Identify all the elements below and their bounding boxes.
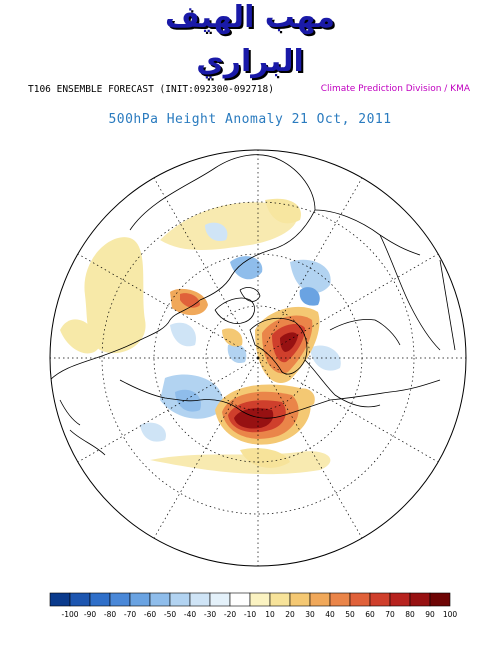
colorbar-label: -20: [224, 610, 236, 619]
colorbar-swatch: [289, 592, 311, 607]
colorbar-label: -60: [144, 610, 156, 619]
colorbar-label: -100: [61, 610, 78, 619]
colorbar-swatch: [169, 592, 191, 607]
map-title: 500hPa Height Anomaly 21 Oct, 2011: [108, 112, 392, 127]
colorbar-label: 100: [443, 610, 458, 619]
colorbar-swatch: [89, 592, 111, 607]
colorbar-label: -50: [164, 610, 176, 619]
colorbar-swatch: [369, 592, 391, 607]
map-border: [49, 149, 467, 567]
colorbar-label: -30: [204, 610, 216, 619]
coastlines: [50, 154, 456, 456]
colorbar-label: 80: [405, 610, 415, 619]
colorbar-label: 50: [345, 610, 355, 619]
colorbar-swatch: [409, 592, 431, 607]
colorbar-label: -40: [184, 610, 196, 619]
meridians: [50, 150, 466, 566]
colorbar-label: -10: [244, 610, 256, 619]
colorbar-swatch: [329, 592, 351, 607]
credit-label: Climate Prediction Division / KMA: [320, 84, 470, 94]
colorbar-swatch: [109, 592, 131, 607]
colorbar-swatch: [209, 592, 231, 607]
watermark-line-1: مهب الهيف: [165, 0, 335, 35]
colorbar-label: 10: [265, 610, 275, 619]
colorbar-swatch: [429, 592, 451, 607]
colorbar-label: 60: [365, 610, 375, 619]
colorbar-label: 70: [385, 610, 395, 619]
forecast-header: T106 ENSEMBLE FORECAST (INIT:092300-0927…: [28, 84, 274, 95]
colorbar-label: 30: [305, 610, 315, 619]
colorbar-label: 20: [285, 610, 295, 619]
colorbar-swatch: [229, 592, 251, 607]
watermark-line-2: البراري: [196, 44, 304, 79]
colorbar-label: 90: [425, 610, 435, 619]
colorbar-swatch: [269, 592, 291, 607]
colorbar-swatch: [349, 592, 371, 607]
colorbar-label: 40: [325, 610, 335, 619]
colorbar-swatch: [389, 592, 411, 607]
colorbar-swatch: [149, 592, 171, 607]
colorbar-swatch: [49, 592, 71, 607]
colorbar-label: -70: [124, 610, 136, 619]
colorbar-label: -80: [104, 610, 116, 619]
colorbar-swatch: [309, 592, 331, 607]
colorbar-label: -90: [84, 610, 96, 619]
colorbar-swatch: [69, 592, 91, 607]
colorbar-swatch: [249, 592, 271, 607]
colorbar-swatch: [129, 592, 151, 607]
colorbar-swatch: [189, 592, 211, 607]
